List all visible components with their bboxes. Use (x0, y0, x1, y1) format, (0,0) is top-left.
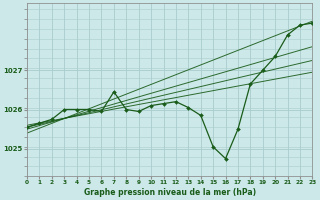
X-axis label: Graphe pression niveau de la mer (hPa): Graphe pression niveau de la mer (hPa) (84, 188, 256, 197)
